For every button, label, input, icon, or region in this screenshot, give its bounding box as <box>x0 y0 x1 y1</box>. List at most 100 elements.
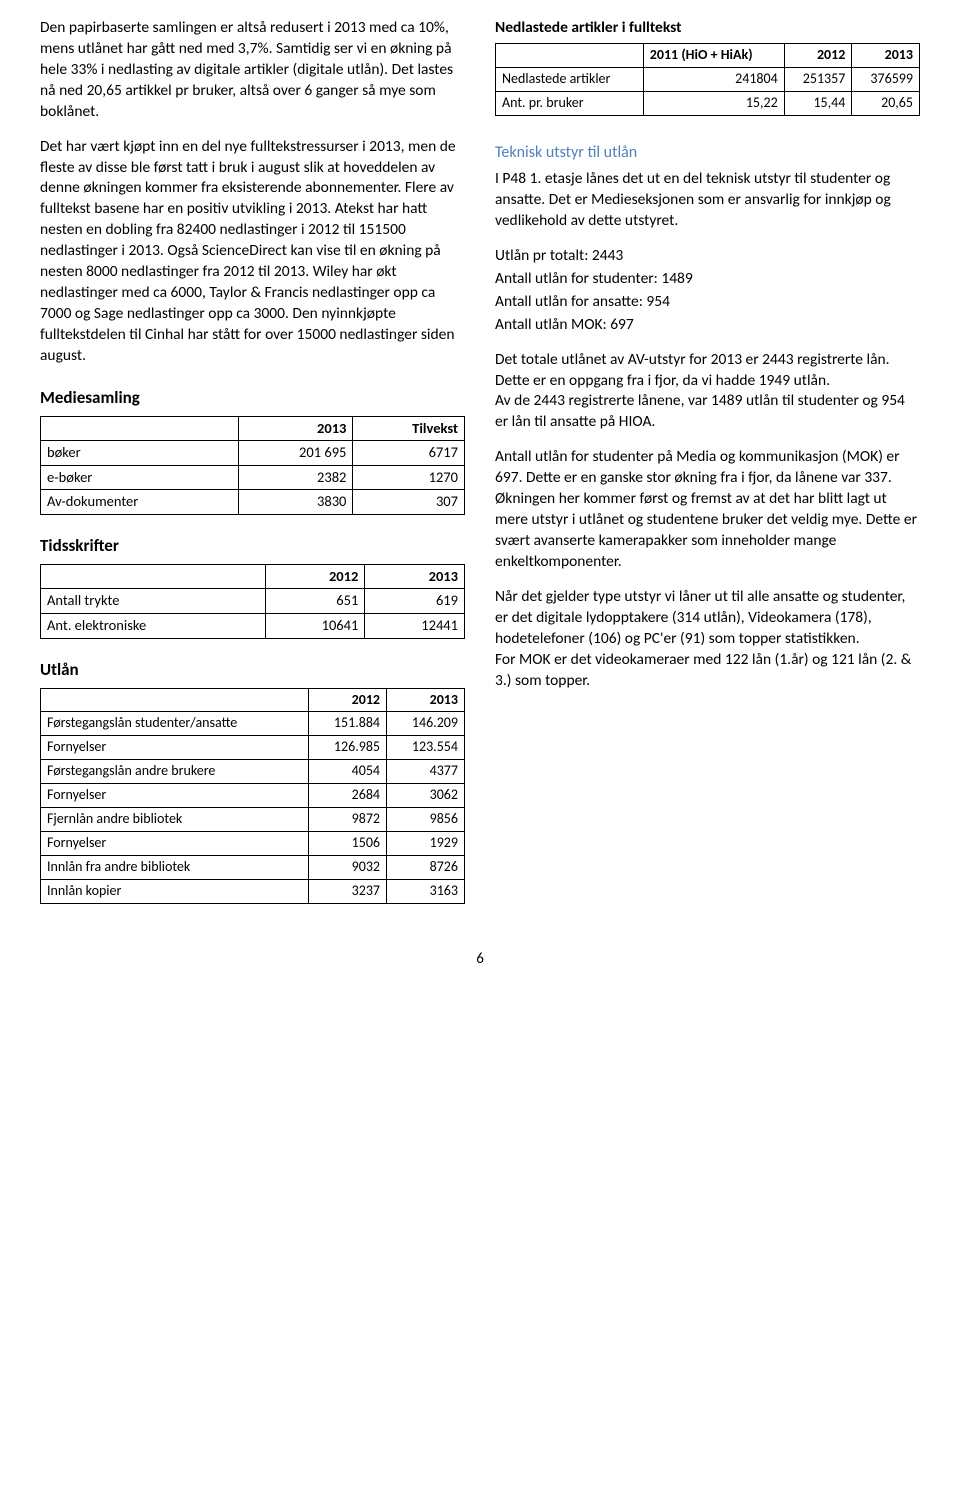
para: Den papirbaserte samlingen er altså redu… <box>40 18 465 123</box>
table-row: Ant. elektroniske 10641 12441 <box>41 614 465 639</box>
table-header-row: 2012 2013 <box>41 564 465 589</box>
total-line: Antall utlån for ansatte: 954 <box>495 292 920 313</box>
td: 146.209 <box>387 712 465 736</box>
td: 20,65 <box>852 91 920 115</box>
td: 3830 <box>238 490 353 515</box>
para: Antall utlån for studenter på Media og k… <box>495 447 920 573</box>
td: 151.884 <box>309 712 387 736</box>
td: 15,22 <box>643 91 784 115</box>
td: 12441 <box>365 614 465 639</box>
td: Innlån kopier <box>41 879 309 903</box>
td: 1929 <box>387 831 465 855</box>
th: 2013 <box>238 416 353 441</box>
table-utlan: 2012 2013 Førstegangslån studenter/ansat… <box>40 688 465 904</box>
th: 2013 <box>387 688 465 712</box>
td: 9856 <box>387 807 465 831</box>
td: 10641 <box>265 614 365 639</box>
left-column: Den papirbaserte samlingen er altså redu… <box>40 18 465 910</box>
td: Fornyelser <box>41 831 309 855</box>
table-row: e-bøker 2382 1270 <box>41 465 465 490</box>
td: 2382 <box>238 465 353 490</box>
td: 4054 <box>309 760 387 784</box>
th <box>41 564 266 589</box>
td: Førstegangslån studenter/ansatte <box>41 712 309 736</box>
td: 6717 <box>353 441 465 466</box>
td: Ant. pr. bruker <box>496 91 644 115</box>
section-title-tidsskrifter: Tidsskrifter <box>40 535 465 558</box>
para: Av de 2443 registrerte lånene, var 1489 … <box>495 391 920 433</box>
td: 9872 <box>309 807 387 831</box>
th <box>41 416 239 441</box>
table-row: Førstegangslån andre brukere40544377 <box>41 760 465 784</box>
th: Tilvekst <box>353 416 465 441</box>
table-row: Fornyelser126.985123.554 <box>41 736 465 760</box>
th: 2011 (HiO + HiAk) <box>643 43 784 67</box>
table-tidsskrifter: 2012 2013 Antall trykte 651 619 Ant. ele… <box>40 564 465 639</box>
para: Det totale utlånet av AV-utstyr for 2013… <box>495 350 920 392</box>
table-row: Innlån kopier32373163 <box>41 879 465 903</box>
td: Fornyelser <box>41 784 309 808</box>
table-row: Førstegangslån studenter/ansatte151.8841… <box>41 712 465 736</box>
td: 619 <box>365 589 465 614</box>
subhead-teknisk: Teknisk utstyr til utlån <box>495 142 920 164</box>
td: Nedlastede artikler <box>496 67 644 91</box>
th <box>496 43 644 67</box>
td: 126.985 <box>309 736 387 760</box>
td: 1270 <box>353 465 465 490</box>
td: Fornyelser <box>41 736 309 760</box>
td: 15,44 <box>784 91 852 115</box>
table-header-row: 2012 2013 <box>41 688 465 712</box>
page-number: 6 <box>0 930 960 998</box>
table-row: Innlån fra andre bibliotek90328726 <box>41 855 465 879</box>
table-row: Av-dokumenter 3830 307 <box>41 490 465 515</box>
td: Innlån fra andre bibliotek <box>41 855 309 879</box>
td: 251357 <box>784 67 852 91</box>
td: 376599 <box>852 67 920 91</box>
table-nedlastede: 2011 (HiO + HiAk) 2012 2013 Nedlastede a… <box>495 43 920 116</box>
th: 2012 <box>309 688 387 712</box>
para: I P48 1. etasje lånes det ut en del tekn… <box>495 169 920 232</box>
totals-block: Utlån pr totalt: 2443 Antall utlån for s… <box>495 246 920 336</box>
table-row: Fornyelser26843062 <box>41 784 465 808</box>
td: 201 695 <box>238 441 353 466</box>
th <box>41 688 309 712</box>
td: Ant. elektroniske <box>41 614 266 639</box>
td: 651 <box>265 589 365 614</box>
td: 3062 <box>387 784 465 808</box>
td: 241804 <box>643 67 784 91</box>
para: Når det gjelder type utstyr vi låner ut … <box>495 587 920 650</box>
subhead-nedlastede: Nedlastede artikler i fulltekst <box>495 18 920 39</box>
section-title-mediesamling: Mediesamling <box>40 387 465 410</box>
right-column: Nedlastede artikler i fulltekst 2011 (Hi… <box>495 18 920 910</box>
table-row: bøker 201 695 6717 <box>41 441 465 466</box>
total-line: Antall utlån for studenter: 1489 <box>495 269 920 290</box>
td: 8726 <box>387 855 465 879</box>
table-header-row: 2011 (HiO + HiAk) 2012 2013 <box>496 43 920 67</box>
para: Det har vært kjøpt inn en del nye fullte… <box>40 137 465 367</box>
total-line: Antall utlån MOK: 697 <box>495 315 920 336</box>
td: Antall trykte <box>41 589 266 614</box>
table-mediesamling: 2013 Tilvekst bøker 201 695 6717 e-bøker… <box>40 416 465 515</box>
th: 2012 <box>784 43 852 67</box>
table-row: Nedlastede artikler 241804 251357 376599 <box>496 67 920 91</box>
table-header-row: 2013 Tilvekst <box>41 416 465 441</box>
th: 2013 <box>365 564 465 589</box>
td: 4377 <box>387 760 465 784</box>
th: 2013 <box>852 43 920 67</box>
td: Av-dokumenter <box>41 490 239 515</box>
td: Førstegangslån andre brukere <box>41 760 309 784</box>
td: bøker <box>41 441 239 466</box>
page: Den papirbaserte samlingen er altså redu… <box>0 0 960 930</box>
para: For MOK er det videokameraer med 122 lån… <box>495 650 920 692</box>
td: 307 <box>353 490 465 515</box>
td: 2684 <box>309 784 387 808</box>
td: e-bøker <box>41 465 239 490</box>
total-line: Utlån pr totalt: 2443 <box>495 246 920 267</box>
section-title-utlan: Utlån <box>40 659 465 682</box>
table-row: Fjernlån andre bibliotek98729856 <box>41 807 465 831</box>
td: 3163 <box>387 879 465 903</box>
td: 1506 <box>309 831 387 855</box>
td: 3237 <box>309 879 387 903</box>
table-row: Ant. pr. bruker 15,22 15,44 20,65 <box>496 91 920 115</box>
table-row: Fornyelser15061929 <box>41 831 465 855</box>
